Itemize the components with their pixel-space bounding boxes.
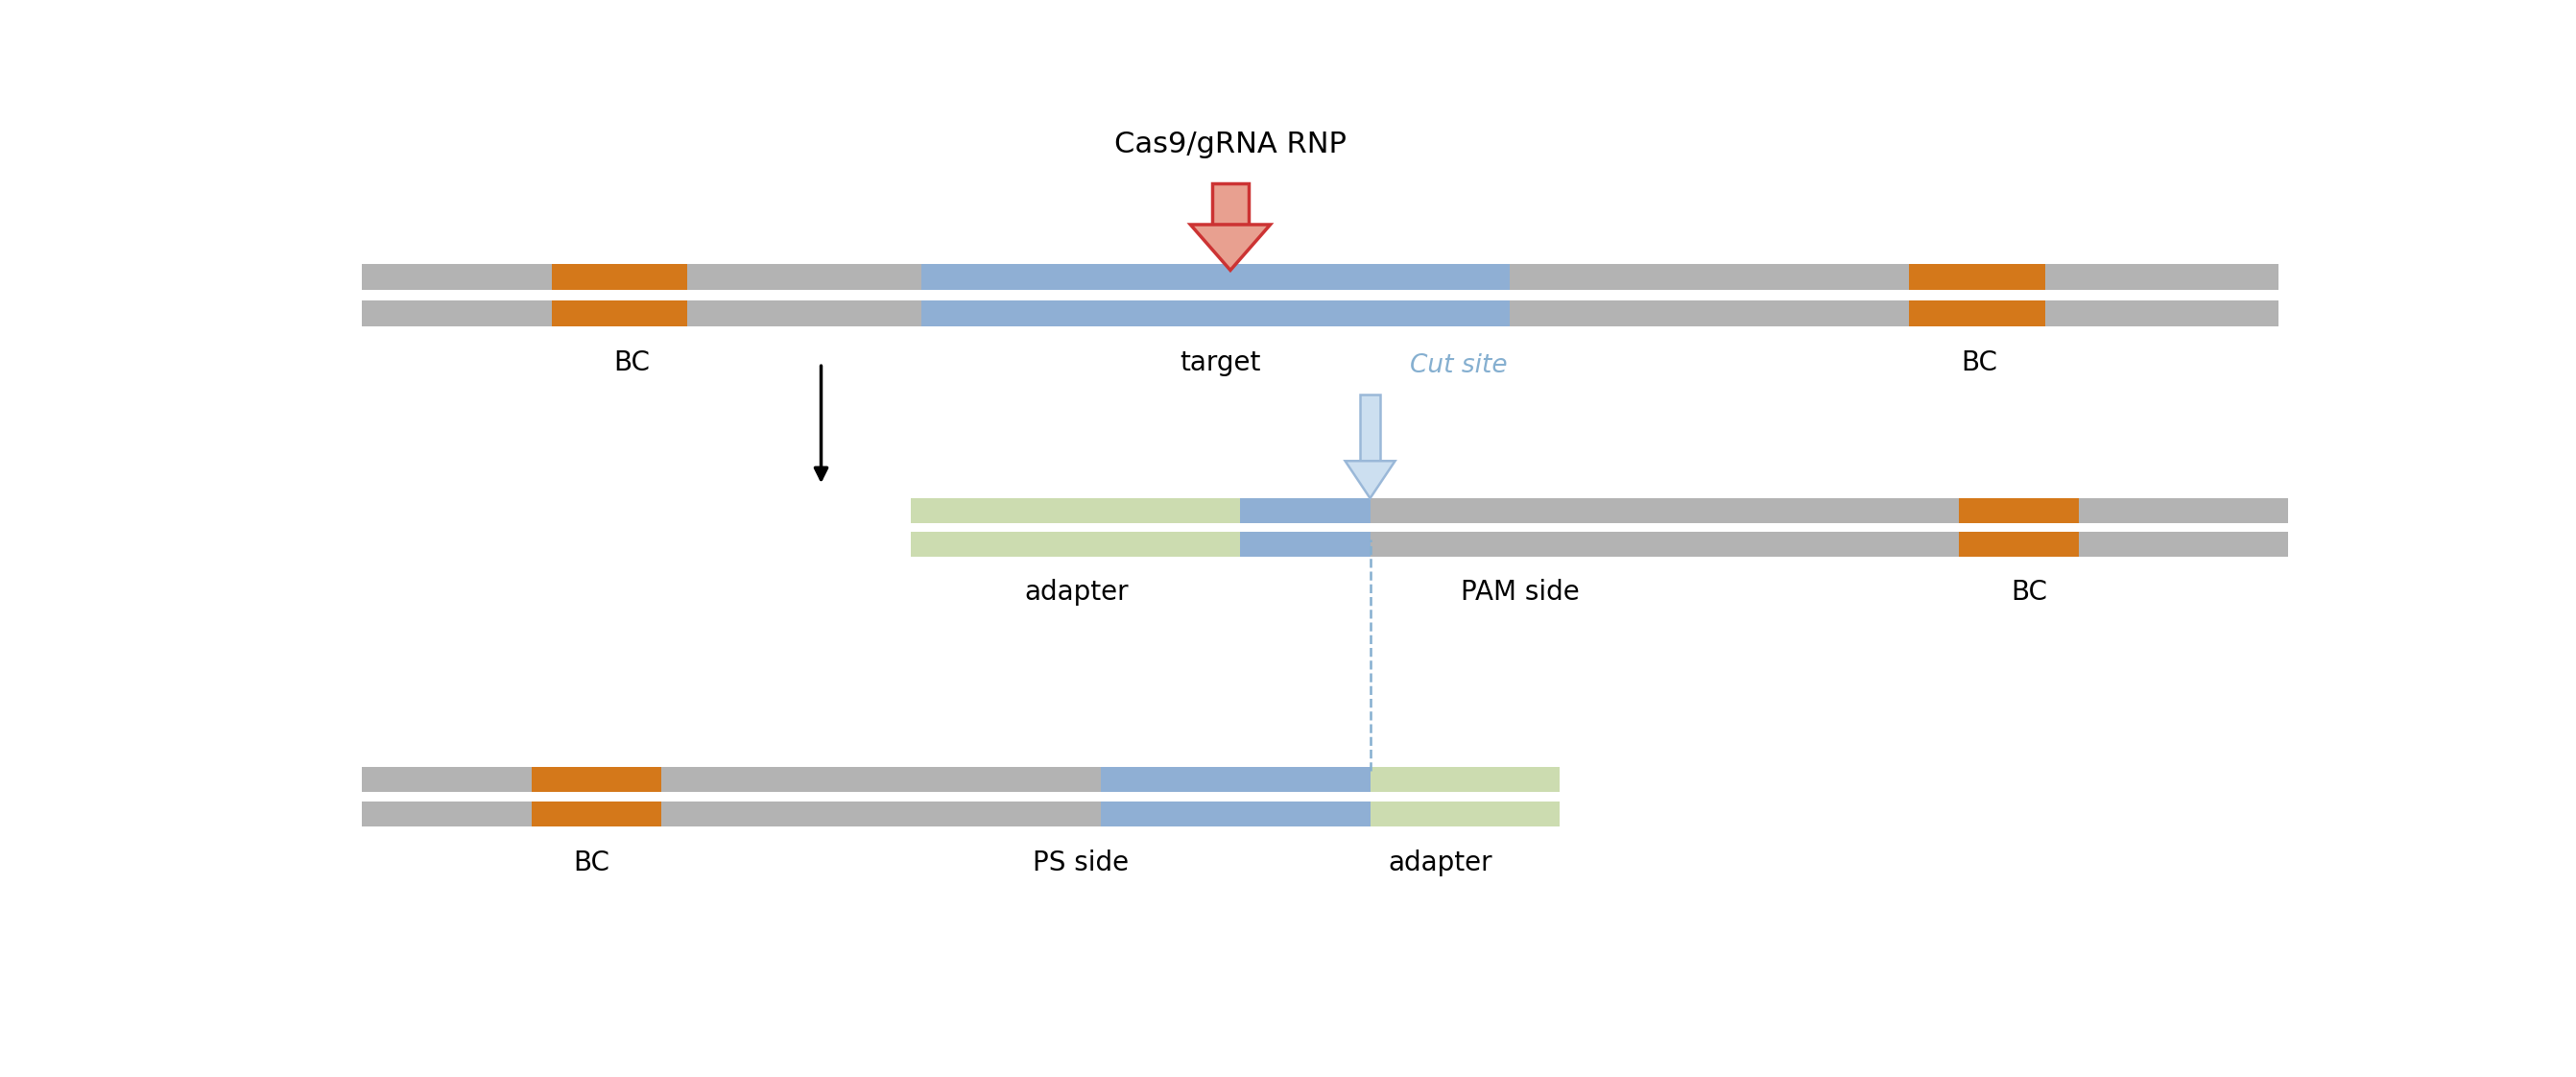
Bar: [1909, 300, 2045, 326]
Bar: [531, 801, 662, 826]
Bar: [912, 532, 1239, 557]
Bar: [1242, 532, 1370, 557]
Bar: [551, 264, 688, 290]
Bar: [1100, 801, 1370, 826]
Bar: [361, 300, 2277, 326]
Polygon shape: [1190, 225, 1270, 270]
Bar: [1100, 768, 1370, 793]
Bar: [1909, 264, 2045, 290]
Bar: [361, 768, 1558, 793]
Text: Cas9/gRNA RNP: Cas9/gRNA RNP: [1115, 130, 1347, 158]
Bar: [912, 532, 2287, 557]
Bar: [912, 498, 2287, 522]
Bar: [922, 300, 1510, 326]
Text: target: target: [1180, 349, 1260, 376]
Bar: [922, 264, 1510, 290]
Bar: [551, 300, 688, 326]
Text: BC: BC: [2012, 578, 2048, 605]
Text: adapter: adapter: [1025, 578, 1128, 605]
Bar: [1958, 498, 2079, 522]
Text: PS side: PS side: [1033, 849, 1128, 876]
Text: Cut site: Cut site: [1409, 353, 1507, 378]
Bar: [1360, 394, 1381, 461]
Bar: [1213, 183, 1249, 225]
Text: PAM side: PAM side: [1461, 578, 1579, 605]
Text: adapter: adapter: [1388, 849, 1492, 876]
Bar: [531, 768, 662, 793]
Bar: [912, 498, 1239, 522]
Bar: [1958, 532, 2079, 557]
Bar: [361, 801, 1558, 826]
Bar: [361, 264, 2277, 290]
Text: BC: BC: [1960, 349, 1996, 376]
Bar: [1370, 801, 1561, 826]
Text: BC: BC: [613, 349, 649, 376]
Bar: [1242, 498, 1370, 522]
Text: BC: BC: [574, 849, 611, 876]
Polygon shape: [1345, 461, 1396, 499]
Bar: [1370, 768, 1561, 793]
